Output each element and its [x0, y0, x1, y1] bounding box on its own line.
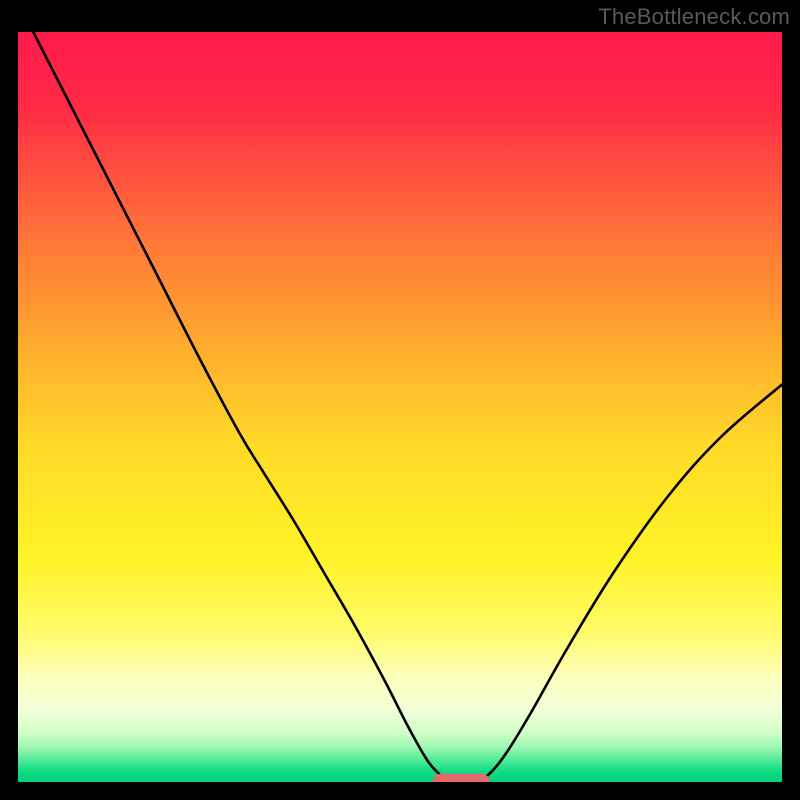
gradient-background — [18, 32, 782, 782]
gradient-v-chart — [18, 32, 782, 782]
chart-container: TheBottleneck.com — [0, 0, 800, 800]
min-marker — [432, 774, 489, 782]
plot-area — [18, 32, 782, 782]
watermark-text: TheBottleneck.com — [598, 4, 790, 30]
